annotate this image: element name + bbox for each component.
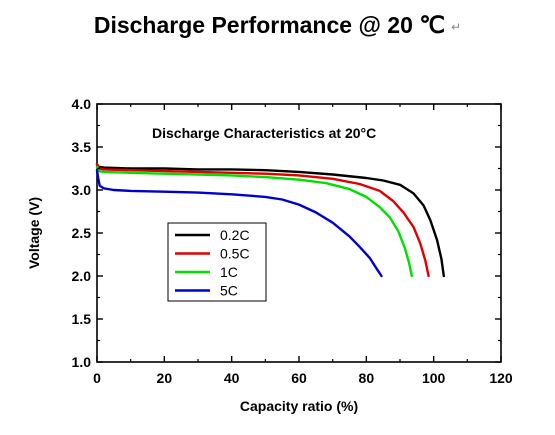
x-tick-label: 80 [359,370,375,386]
legend-label: 1C [220,264,238,280]
series-line-5C [95,169,383,278]
y-tick-label: 1.5 [72,311,92,327]
legend-label: 5C [220,283,238,299]
y-axis-label: Voltage (V) [26,197,42,269]
series-line-0-2C [95,163,445,278]
x-tick-label: 0 [93,370,101,386]
y-tick-label: 2.0 [72,268,92,284]
x-tick-label: 60 [291,370,307,386]
y-tick-label: 2.5 [72,225,92,241]
y-tick-label: 1.0 [72,354,92,370]
x-tick-label: 20 [157,370,173,386]
y-tick-label: 3.5 [72,139,92,155]
legend-label: 0.2C [220,227,250,243]
y-tick-label: 4.0 [72,96,92,112]
return-mark-icon: ↵ [451,19,462,34]
y-tick-label: 3.0 [72,182,92,198]
series-line-0-5C [95,163,430,278]
tick-layer: 0 20 40 60 80 100 120 1.0 1.5 2.0 2.5 3.0 3.5 4.0 [72,96,513,386]
legend-label: 0.5C [220,246,250,262]
x-tick-label: 40 [224,370,240,386]
plot-frame [96,103,502,363]
plot-border [96,103,502,363]
series-layer [95,163,445,278]
x-axis-label: Capacity ratio (%) [240,398,358,414]
x-tick-label: 120 [489,370,513,386]
legend: 0.2C 0.5C 1C 5C [167,222,267,302]
series-line-1C [95,165,413,278]
page-title: Discharge Performance @ 20 ℃ ↵ [0,12,555,39]
page-title-text: Discharge Performance @ 20 ℃ [93,12,446,38]
x-tick-label: 100 [422,370,446,386]
chart-title: Discharge Characteristics at 20°C [152,125,376,141]
